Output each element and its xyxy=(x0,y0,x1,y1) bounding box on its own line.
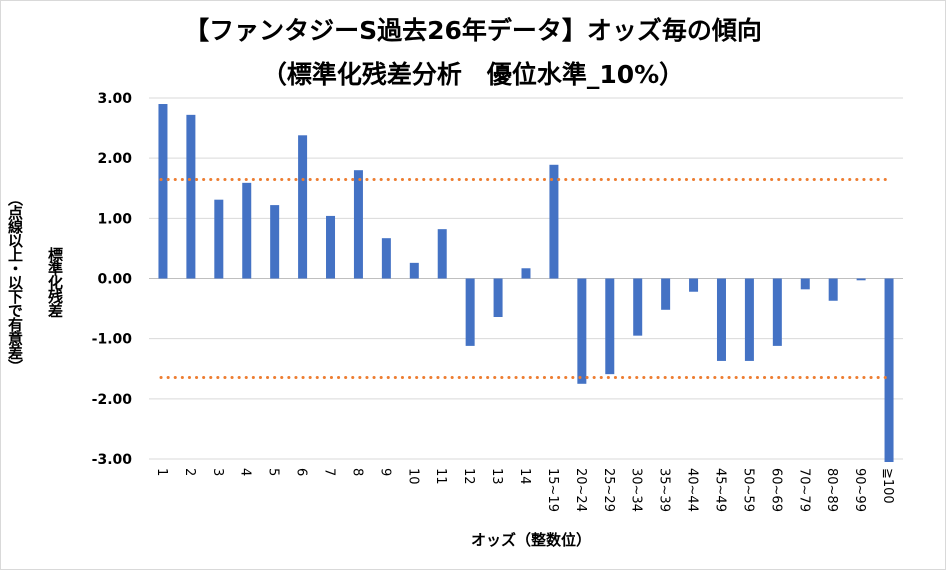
bar xyxy=(270,205,280,279)
x-tick-label: 12 xyxy=(461,468,476,485)
x-axis-label: オッズ（整数位） xyxy=(470,531,591,549)
y-tick-label: 2.00 xyxy=(97,151,132,167)
bar xyxy=(242,182,252,279)
y-tick-label: -3.00 xyxy=(92,452,133,468)
x-tick-label: 20~24 xyxy=(573,468,588,512)
x-tick-label: 30~34 xyxy=(629,468,644,512)
x-tick-label: 13 xyxy=(489,468,504,485)
bar xyxy=(744,278,754,361)
bar xyxy=(326,215,336,279)
x-tick-label: 5 xyxy=(266,468,281,476)
y-axis-label-main: 標準化残差 xyxy=(46,246,64,317)
x-tick-label: 10 xyxy=(405,468,420,485)
x-tick-label: 11 xyxy=(433,468,448,485)
bar xyxy=(437,229,447,279)
bar xyxy=(800,278,810,290)
x-tick-label: 8 xyxy=(349,468,364,476)
x-tick-label: 4 xyxy=(238,468,253,476)
bar xyxy=(716,278,726,361)
bar xyxy=(772,278,782,346)
y-tick-label: 0.00 xyxy=(97,272,132,288)
x-tick-label: 35~39 xyxy=(657,468,672,512)
bar xyxy=(353,170,363,279)
x-tick-label: 70~79 xyxy=(796,468,811,512)
bar xyxy=(158,104,168,279)
x-tick-label: 6 xyxy=(294,468,309,476)
bar xyxy=(661,278,671,310)
x-tick-label: 25~29 xyxy=(601,468,616,512)
bar xyxy=(689,278,699,292)
x-tick-label: 2 xyxy=(182,468,197,476)
x-tick-label: 7 xyxy=(322,468,337,476)
y-axis-label: （点線以上・以下で有意差） 標準化残差 xyxy=(5,139,75,424)
bar xyxy=(381,238,391,279)
bar xyxy=(828,278,838,301)
x-tick-label: 90~99 xyxy=(852,468,867,512)
x-tick-label: ≧100 xyxy=(880,468,895,504)
chart-title-line2: （標準化残差分析 優位水準_10%） xyxy=(261,60,685,89)
x-tick-label: 3 xyxy=(210,468,225,476)
bar xyxy=(577,278,587,384)
bar xyxy=(856,278,866,281)
bar xyxy=(409,262,419,279)
bar xyxy=(186,114,196,279)
chart-title: 【ファンタジーS過去26年データ】オッズ毎の傾向 （標準化残差分析 優位水準_1… xyxy=(1,9,945,97)
x-tick-label: 50~59 xyxy=(740,468,755,512)
bar xyxy=(549,164,559,279)
bar xyxy=(633,278,643,336)
x-tick-label: 60~69 xyxy=(768,468,783,512)
y-tick-label: -1.00 xyxy=(92,332,133,348)
x-tick-label: 1 xyxy=(154,468,169,476)
bar xyxy=(214,199,224,279)
y-tick-label: 3.00 xyxy=(97,91,132,107)
chart-title-line1: 【ファンタジーS過去26年データ】オッズ毎の傾向 xyxy=(184,16,762,45)
bar xyxy=(493,278,503,318)
bar xyxy=(605,278,615,375)
bar xyxy=(465,278,475,346)
x-tick-label: 14 xyxy=(517,468,532,485)
bar xyxy=(884,278,894,463)
x-tick-label: 45~49 xyxy=(712,468,727,512)
x-tick-label: 15~19 xyxy=(545,468,560,512)
x-tick-label: 40~44 xyxy=(685,468,700,512)
y-tick-label: -2.00 xyxy=(92,392,133,408)
bar xyxy=(298,135,308,279)
y-axis-label-note: （点線以上・以下で有意差） xyxy=(6,190,24,373)
x-tick-label: 80~89 xyxy=(824,468,839,512)
bar xyxy=(521,268,531,279)
y-tick-label: 1.00 xyxy=(97,211,132,227)
x-tick-label: 9 xyxy=(377,468,392,476)
